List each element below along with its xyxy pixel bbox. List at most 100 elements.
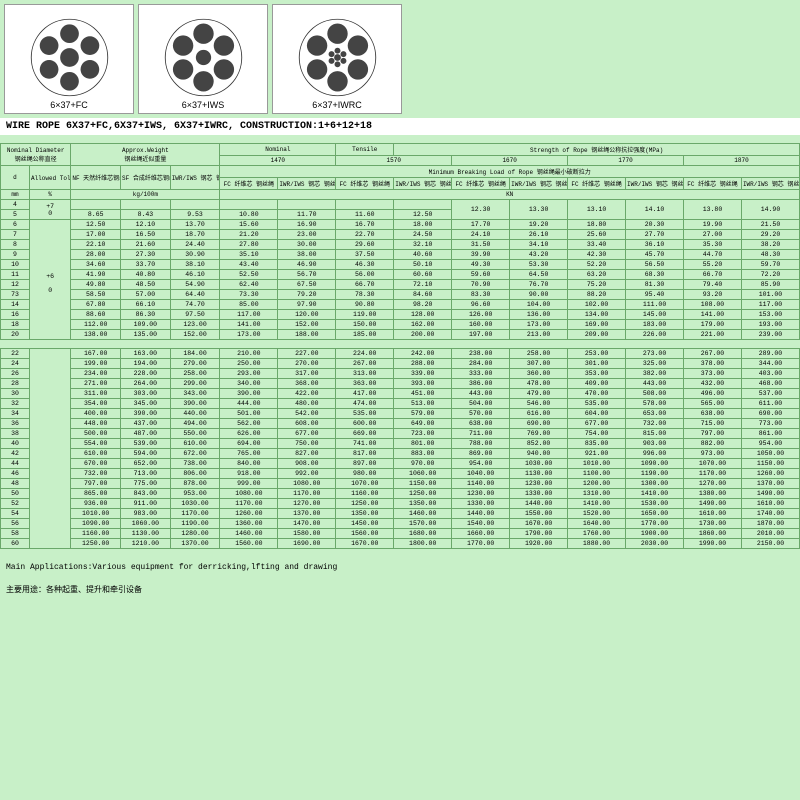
cell-v: 162.00 — [394, 320, 452, 330]
cell-v: 27.70 — [626, 230, 684, 240]
cell-v: 1410.00 — [626, 489, 684, 499]
cell-v: 1170.00 — [220, 499, 278, 509]
cell-v: 32.10 — [394, 240, 452, 250]
cell-v: 827.00 — [278, 449, 336, 459]
cell-v: 53.30 — [510, 260, 568, 270]
cell-v: 72.10 — [394, 280, 452, 290]
cell-v: 393.00 — [394, 379, 452, 389]
hdr-nf: NF 天然纤维芯钢丝绳 — [71, 166, 121, 190]
cell-nf: 34.60 — [71, 260, 121, 270]
cell-v: 24.10 — [452, 230, 510, 240]
cell-v: 1250.00 — [336, 499, 394, 509]
cell-v: 765.00 — [220, 449, 278, 459]
table-row: 18112.00109.00123.00141.00152.00150.0016… — [1, 320, 800, 330]
cell-v: 44.70 — [684, 250, 742, 260]
cell-v — [336, 200, 394, 210]
cell-d: 54 — [1, 509, 30, 519]
cell-sf: 86.30 — [121, 310, 171, 320]
cell-iwr — [170, 200, 220, 210]
cell-v: 535.00 — [568, 399, 626, 409]
cell-v: 1350.00 — [336, 509, 394, 519]
cell-iwr: 494.00 — [170, 419, 220, 429]
hdr-pct: % — [29, 190, 70, 200]
cell-d: 60 — [1, 539, 30, 549]
cell-v: 1080.00 — [220, 489, 278, 499]
cell-v: 2150.00 — [741, 539, 799, 549]
cell-v: 600.00 — [336, 419, 394, 429]
cell-v: 788.00 — [452, 439, 510, 449]
cell-v: 18.80 — [568, 220, 626, 230]
cell-iwr: 672.00 — [170, 449, 220, 459]
cell-d: 9 — [1, 250, 30, 260]
cell-iwr: 38.10 — [170, 260, 220, 270]
cell-v: 535.00 — [336, 409, 394, 419]
hdr-approx-weight: Approx.Weight钢丝绳近似重量 — [71, 144, 220, 166]
cell-iwr: 9.53 — [170, 210, 220, 220]
hdr-nominal-dia: Nominal Diameter钢丝绳公称直径 — [1, 144, 71, 166]
cell-sf: 911.00 — [121, 499, 171, 509]
cell-iwr: 258.00 — [170, 369, 220, 379]
cell-iwr: 878.00 — [170, 479, 220, 489]
rope-image-iws: 6×37+IWS — [138, 4, 268, 114]
cell-v: 852.00 — [510, 439, 568, 449]
cell-v: 2010.00 — [741, 529, 799, 539]
cell-v: 289.00 — [741, 349, 799, 359]
cell-v: 84.60 — [394, 290, 452, 300]
cell-v: 508.00 — [626, 389, 684, 399]
cell-v: 817.00 — [336, 449, 394, 459]
hdr-strength: Strength of Rope 钢丝绳公称抗拉强度(MPa) — [394, 144, 800, 156]
cell-sf: 983.00 — [121, 509, 171, 519]
cell-v: 38.00 — [278, 250, 336, 260]
cell-v: 93.20 — [684, 290, 742, 300]
cell-v: 50.10 — [394, 260, 452, 270]
cell-v: 638.00 — [452, 419, 510, 429]
table-row: 601250.001210.001370.001560.001690.00167… — [1, 539, 800, 549]
cell-iwr: 18.70 — [170, 230, 220, 240]
cell-v: 690.00 — [510, 419, 568, 429]
cell-v: 340.00 — [220, 379, 278, 389]
cell-v: 111.00 — [626, 300, 684, 310]
cell-iwr: 1190.00 — [170, 519, 220, 529]
cell-d: 42 — [1, 449, 30, 459]
cell-sf: 12.10 — [121, 220, 171, 230]
cell-v: 126.00 — [452, 310, 510, 320]
cell-v: 897.00 — [336, 459, 394, 469]
cell-nf: 138.00 — [71, 330, 121, 340]
hdr-fc3: FC 纤维芯 钢丝绳 — [452, 178, 510, 190]
hdr-iwr4: IWR/IWS 钢芯 钢丝绳 — [626, 178, 684, 190]
cell-v: 1520.00 — [568, 509, 626, 519]
cell-v: 723.00 — [394, 429, 452, 439]
hdr-1470: 1470 — [220, 156, 336, 166]
cell-sf: 594.00 — [121, 449, 171, 459]
hdr-iwr5: IWR/IWS 钢芯 钢丝绳 — [741, 178, 799, 190]
cell-nf: 199.00 — [71, 359, 121, 369]
cell-v: 339.00 — [394, 369, 452, 379]
cell-v: 616.00 — [510, 409, 568, 419]
cell-v: 152.00 — [278, 320, 336, 330]
cell-v: 669.00 — [336, 429, 394, 439]
cell-v: 79.40 — [684, 280, 742, 290]
hdr-fc5: FC 纤维芯 钢丝绳 — [684, 178, 742, 190]
cell-v: 2030.00 — [626, 539, 684, 549]
cell-nf: 271.00 — [71, 379, 121, 389]
table-row: 1249.8048.5054.9062.4067.5066.7072.1070.… — [1, 280, 800, 290]
cell-v: 17.70 — [452, 220, 510, 230]
cell-v: 22.70 — [336, 230, 394, 240]
cell-nf: 41.90 — [71, 270, 121, 280]
cell-d: 32 — [1, 399, 30, 409]
cell-v: 1670.00 — [510, 519, 568, 529]
cell-v: 317.00 — [278, 369, 336, 379]
cell-v: 1540.00 — [452, 519, 510, 529]
cell-v: 353.00 — [568, 369, 626, 379]
cell-iwr: 299.00 — [170, 379, 220, 389]
cell-sf: 8.43 — [121, 210, 171, 220]
cell-v: 750.00 — [278, 439, 336, 449]
table-body-1: 4+7012.3013.3013.1014.1013.8014.9058.658… — [1, 200, 800, 340]
cell-v: 19.90 — [684, 220, 742, 230]
cell-d: 40 — [1, 439, 30, 449]
cell-d: 14 — [1, 300, 30, 310]
cell-d: 7 — [1, 230, 30, 240]
cell-v: 773.00 — [741, 419, 799, 429]
cell-v: 973.00 — [684, 449, 742, 459]
cell-nf — [71, 200, 121, 210]
